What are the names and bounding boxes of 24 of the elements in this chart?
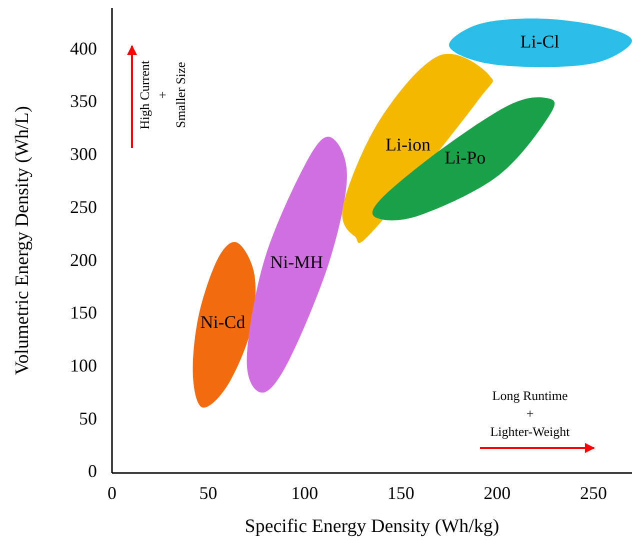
x-tick-label: 200 [484,483,511,503]
y-tick-label: 150 [70,302,97,323]
y-axis-title: Volumetric Energy Density (Wh/L) [12,106,33,375]
series-label: Ni-Cd [200,312,246,332]
x-tick-label: 250 [580,483,607,503]
series-label: Ni-MH [270,252,324,272]
x-tick-label: 50 [199,483,218,503]
x-axis-title: Specific Energy Density (Wh/kg) [244,516,500,537]
series-label: Li-Cl [520,31,560,52]
y-tick-label: 350 [70,91,97,112]
x-tick-label: 0 [108,483,116,503]
y-tick-label: 200 [70,250,97,270]
y-tick-label: 0 [88,461,97,482]
y-tick-label: 400 [70,38,97,58]
series-label: Li-ion [386,134,431,155]
x-tick-label: 100 [291,483,318,503]
annotation: Long Runtime + Lighter-Weight [490,388,570,439]
y-tick-label: 250 [70,196,97,217]
annotation: High Current + Smaller Size [136,60,188,130]
series-label: Li-Po [444,148,486,168]
y-tick-label: 300 [70,144,97,164]
y-tick-label: 100 [70,355,97,376]
x-tick-label: 150 [387,483,414,503]
y-tick-label: 50 [79,408,97,428]
